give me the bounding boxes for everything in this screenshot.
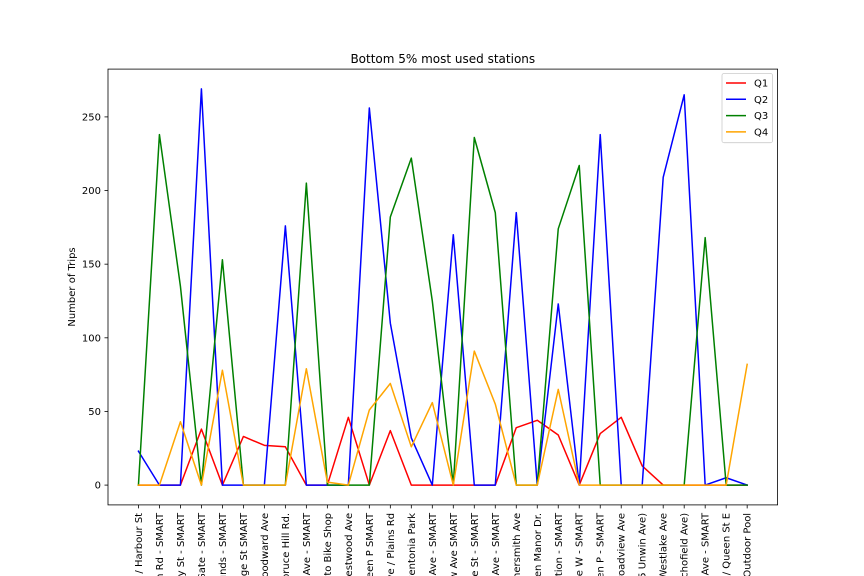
legend-frame bbox=[721, 73, 773, 144]
x-tick-label: e St - SMART bbox=[470, 512, 481, 576]
x-tick-label: Westwood Ave bbox=[344, 513, 355, 576]
series-layer bbox=[137, 88, 749, 487]
x-tick-label: y St - SMART bbox=[176, 512, 187, 576]
legend-label-q4: Q4 bbox=[754, 127, 768, 138]
x-tick-label: chofield Ave) bbox=[680, 513, 691, 576]
y-tick-label: 150 bbox=[82, 260, 101, 271]
axes-layer: 0 50 100 150 200 250 / Harbour St n Rd - SMART y… bbox=[82, 68, 778, 576]
legend-label-q2: Q2 bbox=[754, 95, 768, 106]
x-tick-label: ve / Plains Rd bbox=[386, 513, 397, 576]
plot-frame bbox=[107, 68, 778, 506]
x-tick-label: unds - SMART bbox=[218, 512, 229, 576]
x-tick-label: nersmith Ave bbox=[512, 513, 523, 576]
x-tick-label: w Ave SMART bbox=[449, 512, 460, 576]
x-tick-label: Ave - SMART bbox=[428, 512, 439, 575]
y-tick-label: 200 bbox=[82, 186, 101, 197]
chart-title: Bottom 5% most used stations bbox=[350, 52, 535, 66]
x-tick-label: tion - SMART bbox=[554, 512, 565, 576]
x-tick-label: Outdoor Pool bbox=[743, 513, 754, 576]
x-tick-label: en Manor Dr. bbox=[533, 513, 544, 576]
x-tick-label: ventonia Park bbox=[407, 513, 418, 576]
series-line-q2 bbox=[137, 88, 749, 487]
series-line-q4 bbox=[137, 350, 749, 486]
legend-label-q3: Q3 bbox=[754, 111, 768, 122]
y-tick-label: 50 bbox=[88, 407, 101, 418]
x-tick-label: / Queen St E bbox=[722, 513, 733, 575]
legend: Q1 Q2 Q3 Q4 bbox=[721, 73, 773, 144]
x-tick-label: / Harbour St bbox=[134, 513, 145, 574]
y-tick-label: 100 bbox=[82, 333, 101, 344]
x-tick-label: e W - SMART bbox=[575, 512, 586, 576]
legend-label-q1: Q1 bbox=[754, 79, 768, 90]
x-tick-label: Gate - SMART bbox=[197, 512, 208, 576]
x-tick-label: een P SMART bbox=[365, 512, 376, 576]
x-tick-label: bruce Hill Rd. bbox=[281, 513, 292, 576]
x-tick-label: Westlake Ave bbox=[659, 513, 670, 576]
x-tick-label: to Bike Shop bbox=[323, 513, 334, 576]
y-tick-label: 250 bbox=[82, 112, 101, 123]
x-tick-label: ge St SMART bbox=[239, 512, 250, 576]
x-tick-label: roadview Ave bbox=[617, 513, 628, 576]
x-tick-label: Ave - SMART bbox=[491, 512, 502, 575]
x-tick-label: 5 Unwin Ave) bbox=[638, 513, 649, 576]
y-tick-label: 0 bbox=[95, 481, 101, 492]
x-tick-label: n Rd - SMART bbox=[155, 512, 166, 576]
x-tick-label: en P - SMART bbox=[596, 512, 607, 576]
x-tick-label: oodward Ave bbox=[260, 513, 271, 576]
y-axis-label: Number of Trips bbox=[67, 247, 78, 326]
x-tick-label: Ave - SMART bbox=[302, 512, 313, 575]
x-tick-label: Ave - SMART bbox=[701, 512, 712, 575]
